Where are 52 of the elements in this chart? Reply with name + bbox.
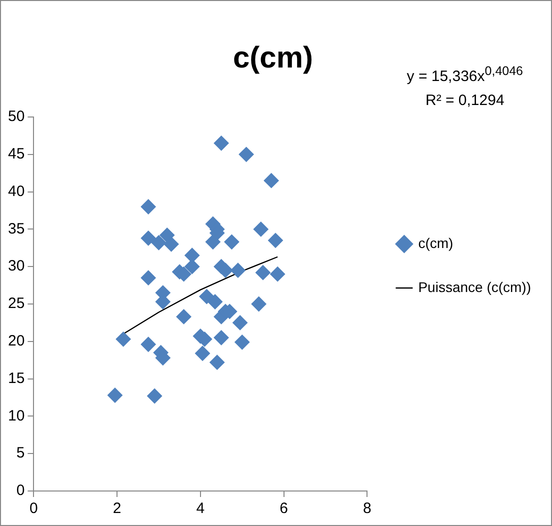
chart-title: c(cm): [232, 41, 314, 74]
point: [238, 146, 254, 162]
point: [147, 388, 162, 404]
point: [184, 248, 200, 263]
point: [224, 234, 240, 250]
x-tick-label: 8: [363, 500, 372, 518]
point: [195, 346, 210, 361]
point: [210, 354, 225, 370]
point: [270, 266, 286, 282]
point: [116, 332, 131, 347]
point: [140, 270, 156, 286]
y-tick-label: 45: [8, 146, 25, 163]
point: [160, 228, 175, 243]
y-tick-label: 5: [16, 444, 25, 462]
y-tick-label: 25: [8, 295, 25, 312]
y-tick-label: 30: [8, 258, 25, 275]
point: [140, 336, 156, 352]
x-tick-label: 4: [196, 500, 205, 518]
point: [140, 230, 156, 246]
point: [151, 235, 166, 250]
x-tick-label: 0: [30, 500, 38, 518]
y-tick-label: 20: [8, 332, 25, 350]
text: R² = 0,1294: [424, 91, 506, 111]
point: [214, 136, 229, 151]
point: [176, 309, 192, 324]
point: [232, 315, 248, 330]
point: [199, 289, 214, 304]
point: [234, 334, 250, 350]
point: [107, 388, 122, 403]
point: [164, 236, 179, 252]
point: [251, 296, 266, 312]
x-tick-label: 2: [112, 500, 122, 518]
point: [214, 330, 229, 346]
point: [140, 199, 156, 214]
point: [205, 234, 220, 250]
legend-label: Puissance (c(cm)): [418, 278, 532, 295]
point: [184, 259, 200, 274]
point: [253, 222, 268, 237]
point: [208, 294, 223, 310]
y-tick-label: 0: [16, 482, 25, 500]
point: [230, 262, 246, 278]
point: [268, 232, 283, 248]
legend-label: c(cm): [418, 234, 454, 251]
y-tick-label: 40: [8, 182, 25, 200]
x-tick-label: 6: [280, 500, 288, 518]
y-tick-label: 10: [8, 407, 25, 424]
point: [255, 265, 270, 280]
y-tick-label: 50: [8, 108, 25, 126]
y-tick-label: 15: [8, 370, 25, 387]
y-tick-label: 35: [8, 220, 25, 238]
text: y = 15,336x$^{0,4046}$: [406, 63, 523, 87]
point: [264, 173, 279, 188]
